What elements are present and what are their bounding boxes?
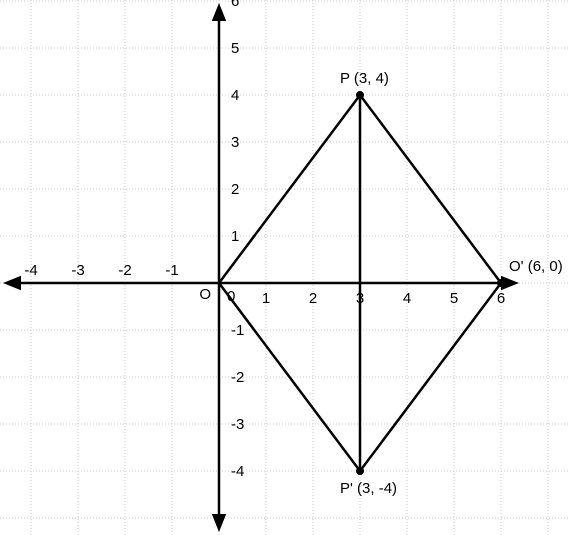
point-Pprime xyxy=(356,467,364,475)
x-tick-label: -4 xyxy=(24,262,37,279)
x-tick-label: -1 xyxy=(165,262,178,279)
y-tick-label: 5 xyxy=(231,40,239,57)
x-tick-label: 1 xyxy=(262,290,270,307)
x-tick-label: 4 xyxy=(403,290,411,307)
tick-labels: -4-3-2-10123456-4-3-2-1123456 xyxy=(24,0,505,480)
grid xyxy=(0,0,570,535)
origin-label: O xyxy=(199,286,211,303)
y-tick-label: 4 xyxy=(231,87,239,104)
point-P xyxy=(356,91,364,99)
x-tick-label: -3 xyxy=(71,262,84,279)
x-tick-label: 2 xyxy=(309,290,317,307)
x-tick-label: 5 xyxy=(450,290,458,307)
y-tick-label: 3 xyxy=(231,134,239,151)
y-tick-label: 2 xyxy=(231,181,239,198)
point-label-Pprime: P' (3, -4) xyxy=(340,480,397,497)
chart-svg: -4-3-2-10123456-4-3-2-1123456OP (3, 4)P'… xyxy=(0,0,570,535)
y-tick-label: -4 xyxy=(231,463,244,480)
point-label-P: P (3, 4) xyxy=(340,70,389,87)
y-tick-label: -3 xyxy=(231,416,244,433)
x-tick-label: 6 xyxy=(497,290,505,307)
coordinate-plane-chart: -4-3-2-10123456-4-3-2-1123456OP (3, 4)P'… xyxy=(0,0,570,535)
y-tick-label: -2 xyxy=(231,369,244,386)
y-tick-label: -1 xyxy=(231,322,244,339)
x-tick-label: -2 xyxy=(118,262,131,279)
point-label-Oprime: O' (6, 0) xyxy=(509,258,563,275)
y-tick-label: 6 xyxy=(231,0,239,10)
y-tick-label: 1 xyxy=(231,228,239,245)
point-Oprime xyxy=(497,279,505,287)
